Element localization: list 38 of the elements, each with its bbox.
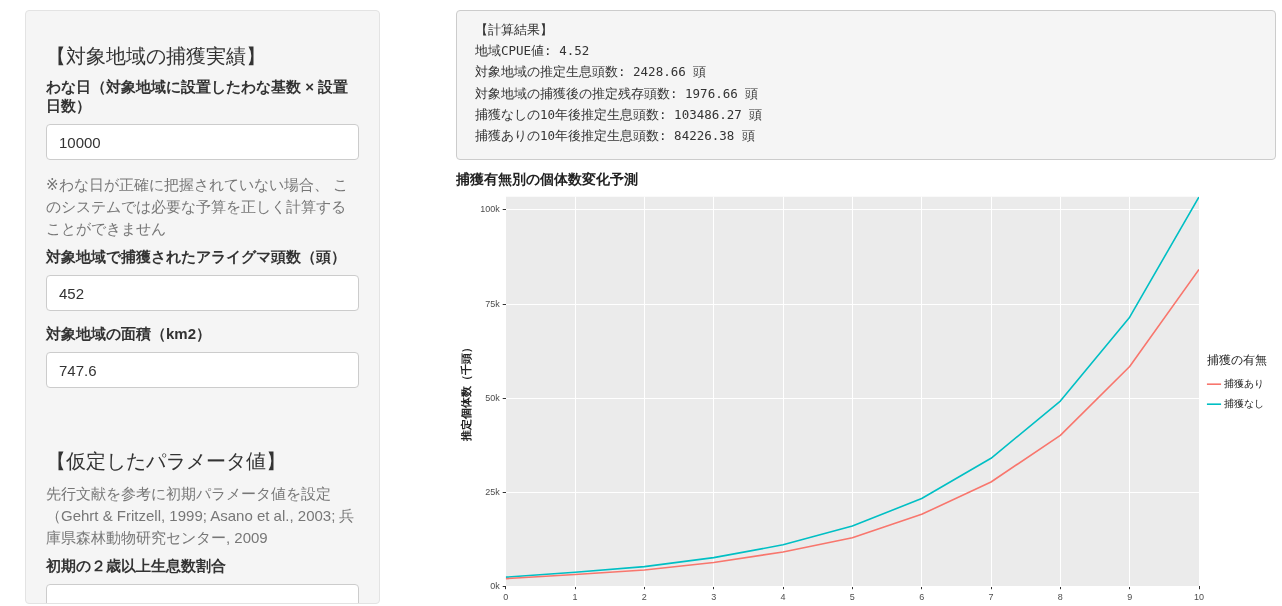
legend-title: 捕獲の有無 xyxy=(1206,353,1267,368)
x-tick-label: 8 xyxy=(1057,592,1063,603)
text: 対象地域の推定生息頭数: 2428.66 頭 xyxy=(475,63,708,82)
y-tick-label: 75k xyxy=(485,298,501,309)
text: 【計算結果】 xyxy=(475,21,554,39)
x-tick-label: 1 xyxy=(572,592,578,603)
text: 【仮定したパラメータ値】 xyxy=(46,449,287,474)
text: 捕獲ありの10年後推定生息頭数: 84226.38 頭 xyxy=(475,127,756,145)
x-tick-label: 4 xyxy=(780,592,786,603)
text: わな日（対象地域に設置したわな基数 × 設置日数） xyxy=(46,78,350,116)
x-tick-label: 7 xyxy=(988,592,994,603)
text-field: 747.6 xyxy=(46,352,359,388)
x-tick-label: 0 xyxy=(503,592,509,603)
y-tick-label: 100k xyxy=(480,204,501,215)
y-axis-title: 推定個体数（千頭） xyxy=(459,342,473,442)
text-field: 452 xyxy=(46,275,359,311)
legend-label: 捕獲なし xyxy=(1224,397,1264,409)
x-tick-label: 9 xyxy=(1127,592,1133,603)
text: 地域CPUE値: 4.52 xyxy=(475,42,591,61)
legend-label: 捕獲あり xyxy=(1224,377,1264,389)
text: 【対象地域の捕獲実績】 xyxy=(46,44,267,69)
text: 対象地域の面積（km2） xyxy=(46,325,213,344)
x-tick-label: 3 xyxy=(711,592,717,603)
x-tick-label: 2 xyxy=(641,592,647,603)
text: 初期の２歳以上生息数割合 xyxy=(46,557,227,576)
text-field: 10000 xyxy=(46,124,359,160)
y-tick-label: 0k xyxy=(490,580,501,591)
text: ※わな日が正確に把握されていない場合、 このシステムでは必要な予算を正しく計算することができません xyxy=(46,175,349,239)
text: 捕獲なしの10年後推定生息頭数: 103486.27 頭 xyxy=(475,105,764,124)
y-tick-label: 50k xyxy=(485,392,501,403)
text: 対象地域で捕獲されたアライグマ頭数（頭） xyxy=(46,248,347,267)
chart-title: 捕獲有無別の個体数変化予測 xyxy=(455,171,638,188)
x-tick-label: 10 xyxy=(1193,592,1205,603)
x-tick-label: 6 xyxy=(919,592,925,603)
text: 対象地域の捕獲後の推定残存頭数: 1976.66 頭 xyxy=(475,84,760,103)
text: 先行文献を参考に初期パラメータ値を設定（Gehrt & Fritzell, 1999; Asano et al., 2003; 兵庫県森林動物研究センター, 2009 xyxy=(46,484,356,548)
x-tick-label: 5 xyxy=(849,592,855,603)
y-tick-label: 25k xyxy=(485,486,501,497)
